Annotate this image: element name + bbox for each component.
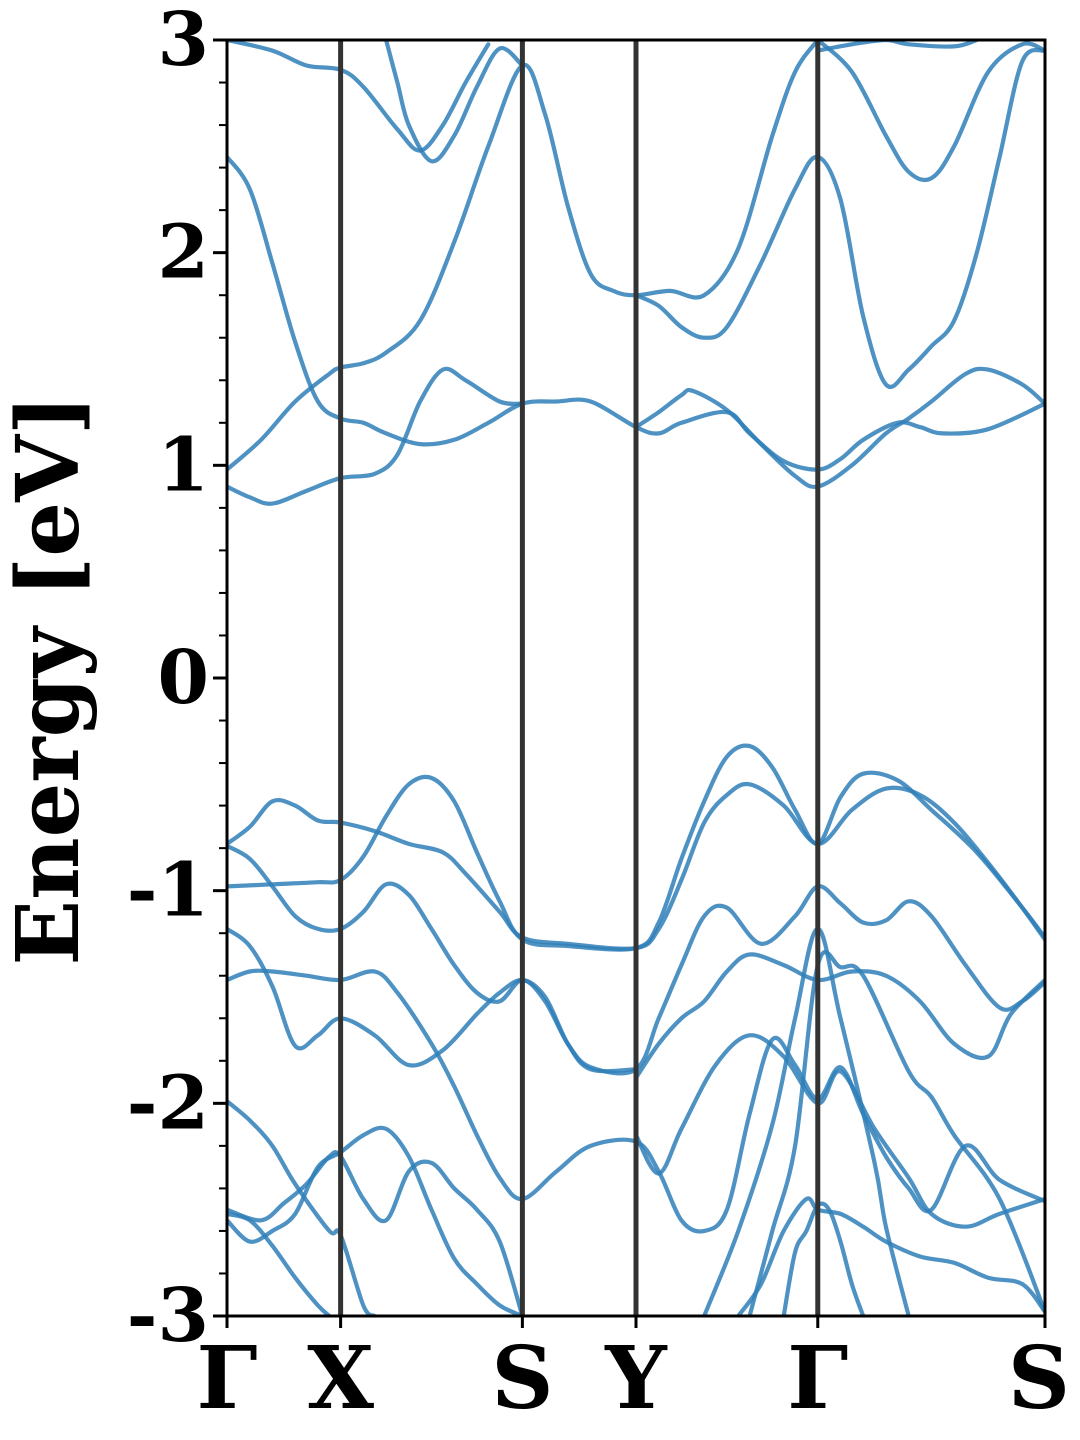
band-line-23	[736, 1196, 1045, 1316]
band-line-1	[227, 154, 1045, 472]
y-tick-label: -1	[127, 848, 209, 934]
y-tick-label: 3	[158, 0, 210, 83]
x-tick-label: S	[1008, 1328, 1070, 1429]
y-tick-label: -3	[127, 1273, 209, 1359]
band-line-11	[227, 743, 1045, 952]
bands-group	[227, 40, 1045, 1316]
band-line-20	[633, 1033, 1045, 1229]
band-line-6	[227, 40, 491, 153]
y-axis-ticks	[213, 38, 227, 1318]
band-line-22	[747, 949, 1045, 1316]
band-line-9	[815, 40, 979, 53]
band-line-21	[702, 926, 911, 1316]
band-line-7	[384, 40, 525, 164]
kpoint-dividers	[338, 40, 821, 1316]
band-line-18	[227, 1211, 332, 1316]
band-line-17	[227, 1150, 525, 1316]
band-line-14	[227, 968, 1045, 1234]
y-axis-tick-labels: 3 2 1 0 -1 -2 -3	[127, 0, 209, 1359]
y-tick-label: -2	[127, 1060, 209, 1146]
band-line-4	[633, 366, 1045, 490]
band-line-16	[227, 1125, 525, 1316]
band-line-3	[227, 366, 525, 506]
x-tick-label: S	[491, 1328, 553, 1429]
x-tick-label: X	[307, 1328, 374, 1429]
x-axis-ticks	[225, 1316, 1047, 1328]
x-tick-label: Y	[604, 1328, 668, 1429]
x-tick-label: Γ	[196, 1328, 257, 1429]
y-tick-label: 0	[158, 635, 210, 721]
band-line-5	[633, 47, 1045, 389]
y-tick-label: 2	[158, 210, 210, 296]
band-line-15	[227, 1099, 377, 1316]
x-tick-label: Γ	[787, 1328, 848, 1429]
y-tick-label: 1	[158, 422, 210, 508]
band-line-8	[815, 40, 1045, 183]
y-axis-title: Energy [eV]	[0, 395, 99, 966]
band-line-24	[781, 1201, 866, 1316]
band-line-13	[227, 926, 639, 1074]
